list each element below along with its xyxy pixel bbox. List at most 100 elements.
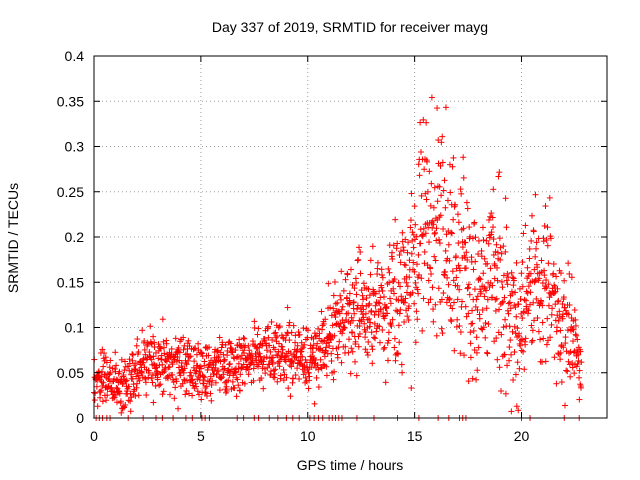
data-point bbox=[446, 257, 453, 264]
data-point bbox=[540, 335, 547, 342]
data-point bbox=[412, 279, 419, 286]
data-point bbox=[472, 258, 479, 265]
data-point bbox=[469, 375, 476, 382]
data-point bbox=[455, 211, 462, 218]
data-point bbox=[351, 285, 358, 292]
data-point bbox=[408, 384, 415, 391]
data-point bbox=[212, 364, 219, 371]
data-point bbox=[296, 331, 303, 338]
data-point bbox=[320, 320, 327, 327]
data-point bbox=[404, 249, 411, 256]
data-point bbox=[99, 382, 106, 389]
data-point bbox=[134, 336, 141, 343]
data-point bbox=[489, 294, 496, 301]
data-point bbox=[421, 260, 428, 267]
data-point bbox=[125, 363, 132, 370]
data-point bbox=[460, 154, 467, 161]
data-point bbox=[496, 235, 503, 242]
data-point bbox=[484, 260, 491, 267]
data-point bbox=[318, 365, 325, 372]
data-point bbox=[356, 244, 363, 251]
data-point bbox=[125, 397, 132, 404]
data-point bbox=[476, 275, 483, 282]
data-point bbox=[427, 265, 434, 272]
data-point bbox=[452, 253, 459, 260]
data-point bbox=[400, 244, 407, 251]
data-point bbox=[560, 294, 567, 301]
data-point bbox=[578, 359, 585, 366]
data-point bbox=[547, 334, 554, 341]
data-point bbox=[339, 303, 346, 310]
data-point bbox=[543, 237, 550, 244]
data-point bbox=[264, 364, 271, 371]
data-point bbox=[186, 354, 193, 361]
data-point bbox=[107, 369, 114, 376]
data-point bbox=[504, 307, 511, 314]
data-point bbox=[332, 314, 339, 321]
data-point bbox=[519, 283, 526, 290]
data-point bbox=[212, 379, 219, 386]
data-point bbox=[376, 323, 383, 330]
data-point bbox=[251, 318, 258, 325]
data-point bbox=[389, 316, 396, 323]
data-point bbox=[297, 357, 304, 364]
data-point bbox=[256, 350, 263, 357]
data-point bbox=[113, 399, 120, 406]
data-point bbox=[493, 295, 500, 302]
x-tick-label: 5 bbox=[197, 428, 205, 444]
data-point bbox=[360, 296, 367, 303]
data-point bbox=[532, 191, 539, 198]
data-point bbox=[172, 384, 179, 391]
data-point bbox=[281, 371, 288, 378]
data-point bbox=[157, 381, 164, 388]
data-point bbox=[430, 221, 437, 228]
data-point bbox=[315, 325, 322, 332]
data-point bbox=[157, 345, 164, 352]
data-point bbox=[222, 341, 229, 348]
data-point bbox=[415, 271, 422, 278]
data-point bbox=[94, 403, 101, 410]
data-point bbox=[166, 363, 173, 370]
data-point bbox=[327, 336, 334, 343]
data-point bbox=[420, 225, 427, 232]
data-point bbox=[362, 334, 369, 341]
data-point bbox=[500, 243, 507, 250]
x-axis-label: GPS time / hours bbox=[297, 457, 404, 473]
data-point bbox=[551, 354, 558, 361]
data-point bbox=[330, 292, 337, 299]
data-point bbox=[220, 371, 227, 378]
data-point bbox=[226, 360, 233, 367]
data-point bbox=[187, 353, 194, 360]
data-point bbox=[420, 116, 427, 123]
data-point bbox=[378, 271, 385, 278]
data-point bbox=[127, 408, 134, 415]
data-point bbox=[118, 409, 125, 416]
data-point bbox=[515, 407, 522, 414]
data-point bbox=[265, 334, 272, 341]
data-point bbox=[193, 351, 200, 358]
data-point bbox=[469, 307, 476, 314]
data-point bbox=[357, 270, 364, 277]
data-point bbox=[436, 183, 443, 190]
data-point bbox=[507, 305, 514, 312]
data-point bbox=[569, 360, 576, 367]
data-point bbox=[338, 306, 345, 313]
data-point bbox=[336, 338, 343, 345]
data-point bbox=[556, 308, 563, 315]
data-point bbox=[325, 280, 332, 287]
data-point bbox=[519, 315, 526, 322]
data-point bbox=[438, 325, 445, 332]
data-point bbox=[194, 388, 201, 395]
data-point bbox=[572, 316, 579, 323]
data-point bbox=[216, 334, 223, 341]
data-point bbox=[385, 357, 392, 364]
data-point bbox=[457, 350, 464, 357]
data-point bbox=[241, 350, 248, 357]
data-point bbox=[266, 342, 273, 349]
data-point bbox=[459, 244, 466, 251]
data-point bbox=[489, 214, 496, 221]
data-point bbox=[447, 189, 454, 196]
data-point bbox=[102, 354, 109, 361]
data-point bbox=[348, 345, 355, 352]
data-point bbox=[390, 242, 397, 249]
